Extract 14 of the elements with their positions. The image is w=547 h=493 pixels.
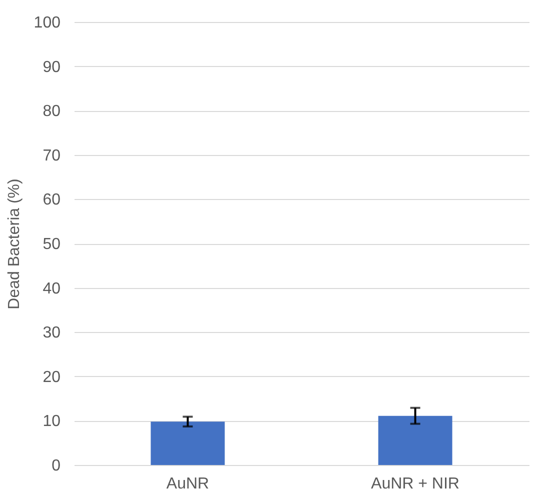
y-tick-label: 20 — [42, 368, 61, 386]
x-tick-label: AuNR + NIR — [371, 476, 460, 492]
y-tick-label: 80 — [42, 103, 61, 120]
y-tick-label: 60 — [42, 192, 61, 209]
y-tick-label: 30 — [42, 324, 61, 342]
x-tick-label: AuNR — [166, 476, 210, 492]
y-tick-label: 90 — [42, 58, 61, 76]
y-tick-label: 40 — [42, 280, 61, 298]
y-tick-label: 10 — [42, 413, 61, 430]
y-axis-title: Dead Bacteria (%) — [6, 178, 23, 310]
y-tick-label: 50 — [42, 236, 61, 253]
y-tick-label: 70 — [42, 147, 61, 164]
y-tick-label: 0 — [52, 458, 61, 474]
y-tick-label: 100 — [34, 14, 61, 32]
